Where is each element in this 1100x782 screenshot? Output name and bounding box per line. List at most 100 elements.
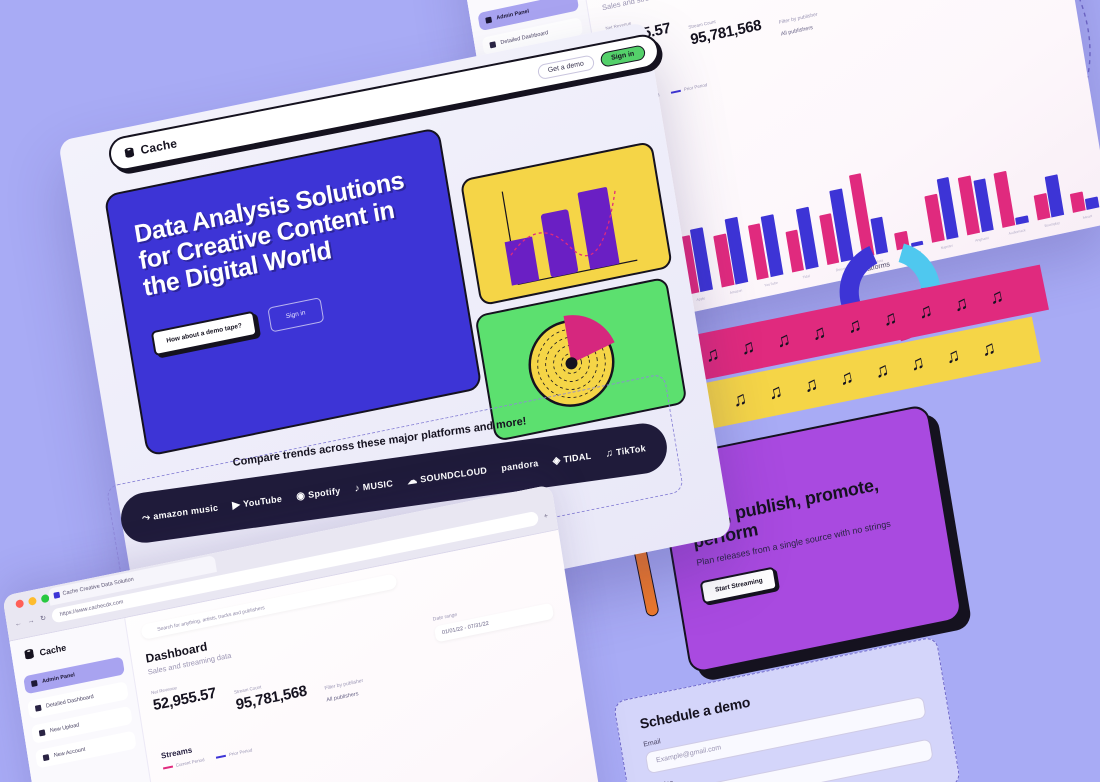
schedule-demo-form: Schedule a demo Email Example@gmail.com …: [612, 636, 962, 782]
platform-label: Spotify: [307, 485, 341, 501]
brand-logo[interactable]: Cache: [122, 136, 178, 160]
music-note-icon: ♫: [774, 328, 793, 352]
grid-icon: [30, 679, 38, 688]
hero-headline: Data Analysis Solutions for Creative Con…: [132, 166, 407, 302]
legend-item-prior: Prior Period: [216, 747, 253, 759]
platform-label: TIDAL: [563, 450, 592, 465]
publisher-filter[interactable]: Filter by publisher All publishers: [778, 12, 820, 38]
bar-group: Boomplay: [1031, 173, 1065, 228]
platform-label: TikTok: [615, 443, 647, 458]
signin-button[interactable]: Sign in: [599, 43, 647, 68]
platform-glyph-icon: ◈: [552, 454, 562, 467]
platform-label: amazon music: [152, 502, 219, 522]
feature-card-vinyl: [474, 276, 688, 443]
bar-prior: [1015, 215, 1030, 225]
sidebar-item-label: New Account: [53, 746, 86, 759]
bar-chart-bottom: SpotifyAppleAmazonYouTubeTidalDeezerPand…: [168, 716, 601, 782]
filter-value: All publishers: [325, 691, 359, 704]
platform-logo-music: ♪ MUSIC: [354, 478, 393, 494]
hero-section: Data Analysis Solutions for Creative Con…: [103, 127, 483, 457]
start-streaming-button[interactable]: Start Streaming: [699, 566, 779, 605]
dashboard-logo-bottom: Cache: [19, 630, 120, 663]
chart-icon: [34, 704, 42, 712]
dashboard-window-bottom: Cache Creative Data Solution ← → ↻ https…: [2, 484, 614, 782]
music-note-icon: ♫: [908, 351, 927, 376]
navbar-actions: Get a demo Sign in: [536, 43, 647, 80]
metric-net-revenue: Net Revenue 52,955.57: [151, 678, 218, 715]
bar-group: Tidal: [782, 207, 819, 279]
music-note-icon: ♫: [837, 366, 856, 390]
database-disc-icon: [24, 649, 34, 660]
platform-glyph-icon: ♪: [354, 482, 361, 495]
platform-glyph-icon: ▶: [231, 498, 241, 512]
get-demo-button[interactable]: Get a demo: [536, 53, 595, 80]
minimize-icon[interactable]: [27, 596, 37, 606]
legend-item-prior: Prior Period: [671, 82, 708, 95]
music-note-icon: ♫: [845, 314, 864, 338]
demo-tape-button[interactable]: How about a demo tape?: [150, 310, 258, 357]
bar-group: YouTube: [747, 214, 784, 288]
dashboard-logo-text: Cache: [38, 641, 67, 658]
brand-name: Cache: [139, 136, 179, 158]
metric-stream-count: Stream Count 95,781,568: [688, 10, 762, 49]
platform-logo-tiktok: ♫ TikTok: [604, 443, 647, 460]
database-disc-icon: [124, 147, 135, 158]
music-note-icon: ♫: [872, 358, 892, 383]
user-icon: [42, 754, 50, 762]
platform-label: pandora: [500, 458, 539, 474]
platform-logo-spotify: ◉ Spotify: [295, 485, 341, 503]
music-note-icon: ♫: [943, 344, 963, 368]
bar-chart-illustration: [501, 187, 638, 286]
plus-icon[interactable]: +: [543, 512, 549, 520]
music-note-icon: ♫: [738, 335, 757, 360]
close-icon[interactable]: [15, 599, 25, 609]
window-controls[interactable]: [15, 593, 50, 609]
platform-glyph-icon: ◉: [295, 489, 306, 503]
arrow-left-icon[interactable]: ←: [14, 619, 23, 628]
sidebar-item-label: Admin Panel: [495, 8, 530, 22]
platform-logo-youtube: ▶ YouTube: [232, 493, 283, 511]
bar-current: [1069, 191, 1086, 213]
platform-glyph-icon: ♫: [604, 447, 614, 460]
reload-icon[interactable]: ↻: [39, 614, 47, 623]
favicon-icon: [53, 591, 61, 599]
bar-group: Audiomack: [993, 168, 1030, 236]
bar-group: Anghami: [958, 173, 994, 243]
metric-stream-count: Stream Count 95,781,568: [234, 675, 308, 713]
bar-group: Amazon: [711, 216, 749, 295]
platform-logo-amazon-music: ⤳ amazon music: [142, 502, 219, 524]
music-note-icon: ♫: [987, 285, 1006, 309]
music-note-icon: ♫: [766, 380, 785, 404]
filter-value: All publishers: [780, 24, 814, 38]
platform-logo-tidal: ◈ TIDAL: [552, 450, 592, 467]
feature-card-analytics: [459, 140, 673, 307]
sidebar-item-label: Admin Panel: [41, 672, 76, 685]
platform-glyph-icon: ☁: [406, 474, 418, 487]
platform-label: YouTube: [242, 493, 283, 510]
dashboard-sidebar-bottom: Cache Admin Panel Detailed Dashboard New…: [9, 618, 181, 782]
upload-icon: [38, 729, 46, 737]
music-note-icon: ♫: [916, 299, 935, 324]
music-note-icon: ♫: [730, 387, 749, 412]
arrow-right-icon[interactable]: →: [27, 616, 35, 626]
bar-group: iHeart: [1069, 188, 1100, 220]
music-note-icon: ♫: [979, 337, 998, 361]
platform-label: MUSIC: [362, 478, 394, 493]
platform-logo-soundcloud: ☁ SOUNDCLOUD: [407, 465, 488, 487]
bar-current: [993, 170, 1016, 228]
platform-logo-pandora: pandora: [501, 458, 539, 473]
chart-icon: [489, 41, 497, 49]
filter-label: Filter by publisher: [778, 11, 819, 26]
vinyl-record-illustration: [528, 315, 615, 407]
landing-navbar: Cache Get a demo Sign in: [106, 31, 662, 174]
grid-icon: [485, 16, 493, 24]
filter-label: Filter by publisher: [324, 677, 364, 692]
music-note-icon: ♫: [809, 321, 828, 345]
publisher-filter[interactable]: Filter by publisher All publishers: [324, 678, 365, 704]
music-note-icon: ♫: [880, 306, 900, 331]
music-note-icon: ♫: [951, 292, 971, 316]
bar-prior: [1085, 196, 1100, 210]
sidebar-item-label: Detailed Dashboard: [45, 693, 95, 710]
hero-signin-button[interactable]: Sign in: [267, 297, 325, 333]
